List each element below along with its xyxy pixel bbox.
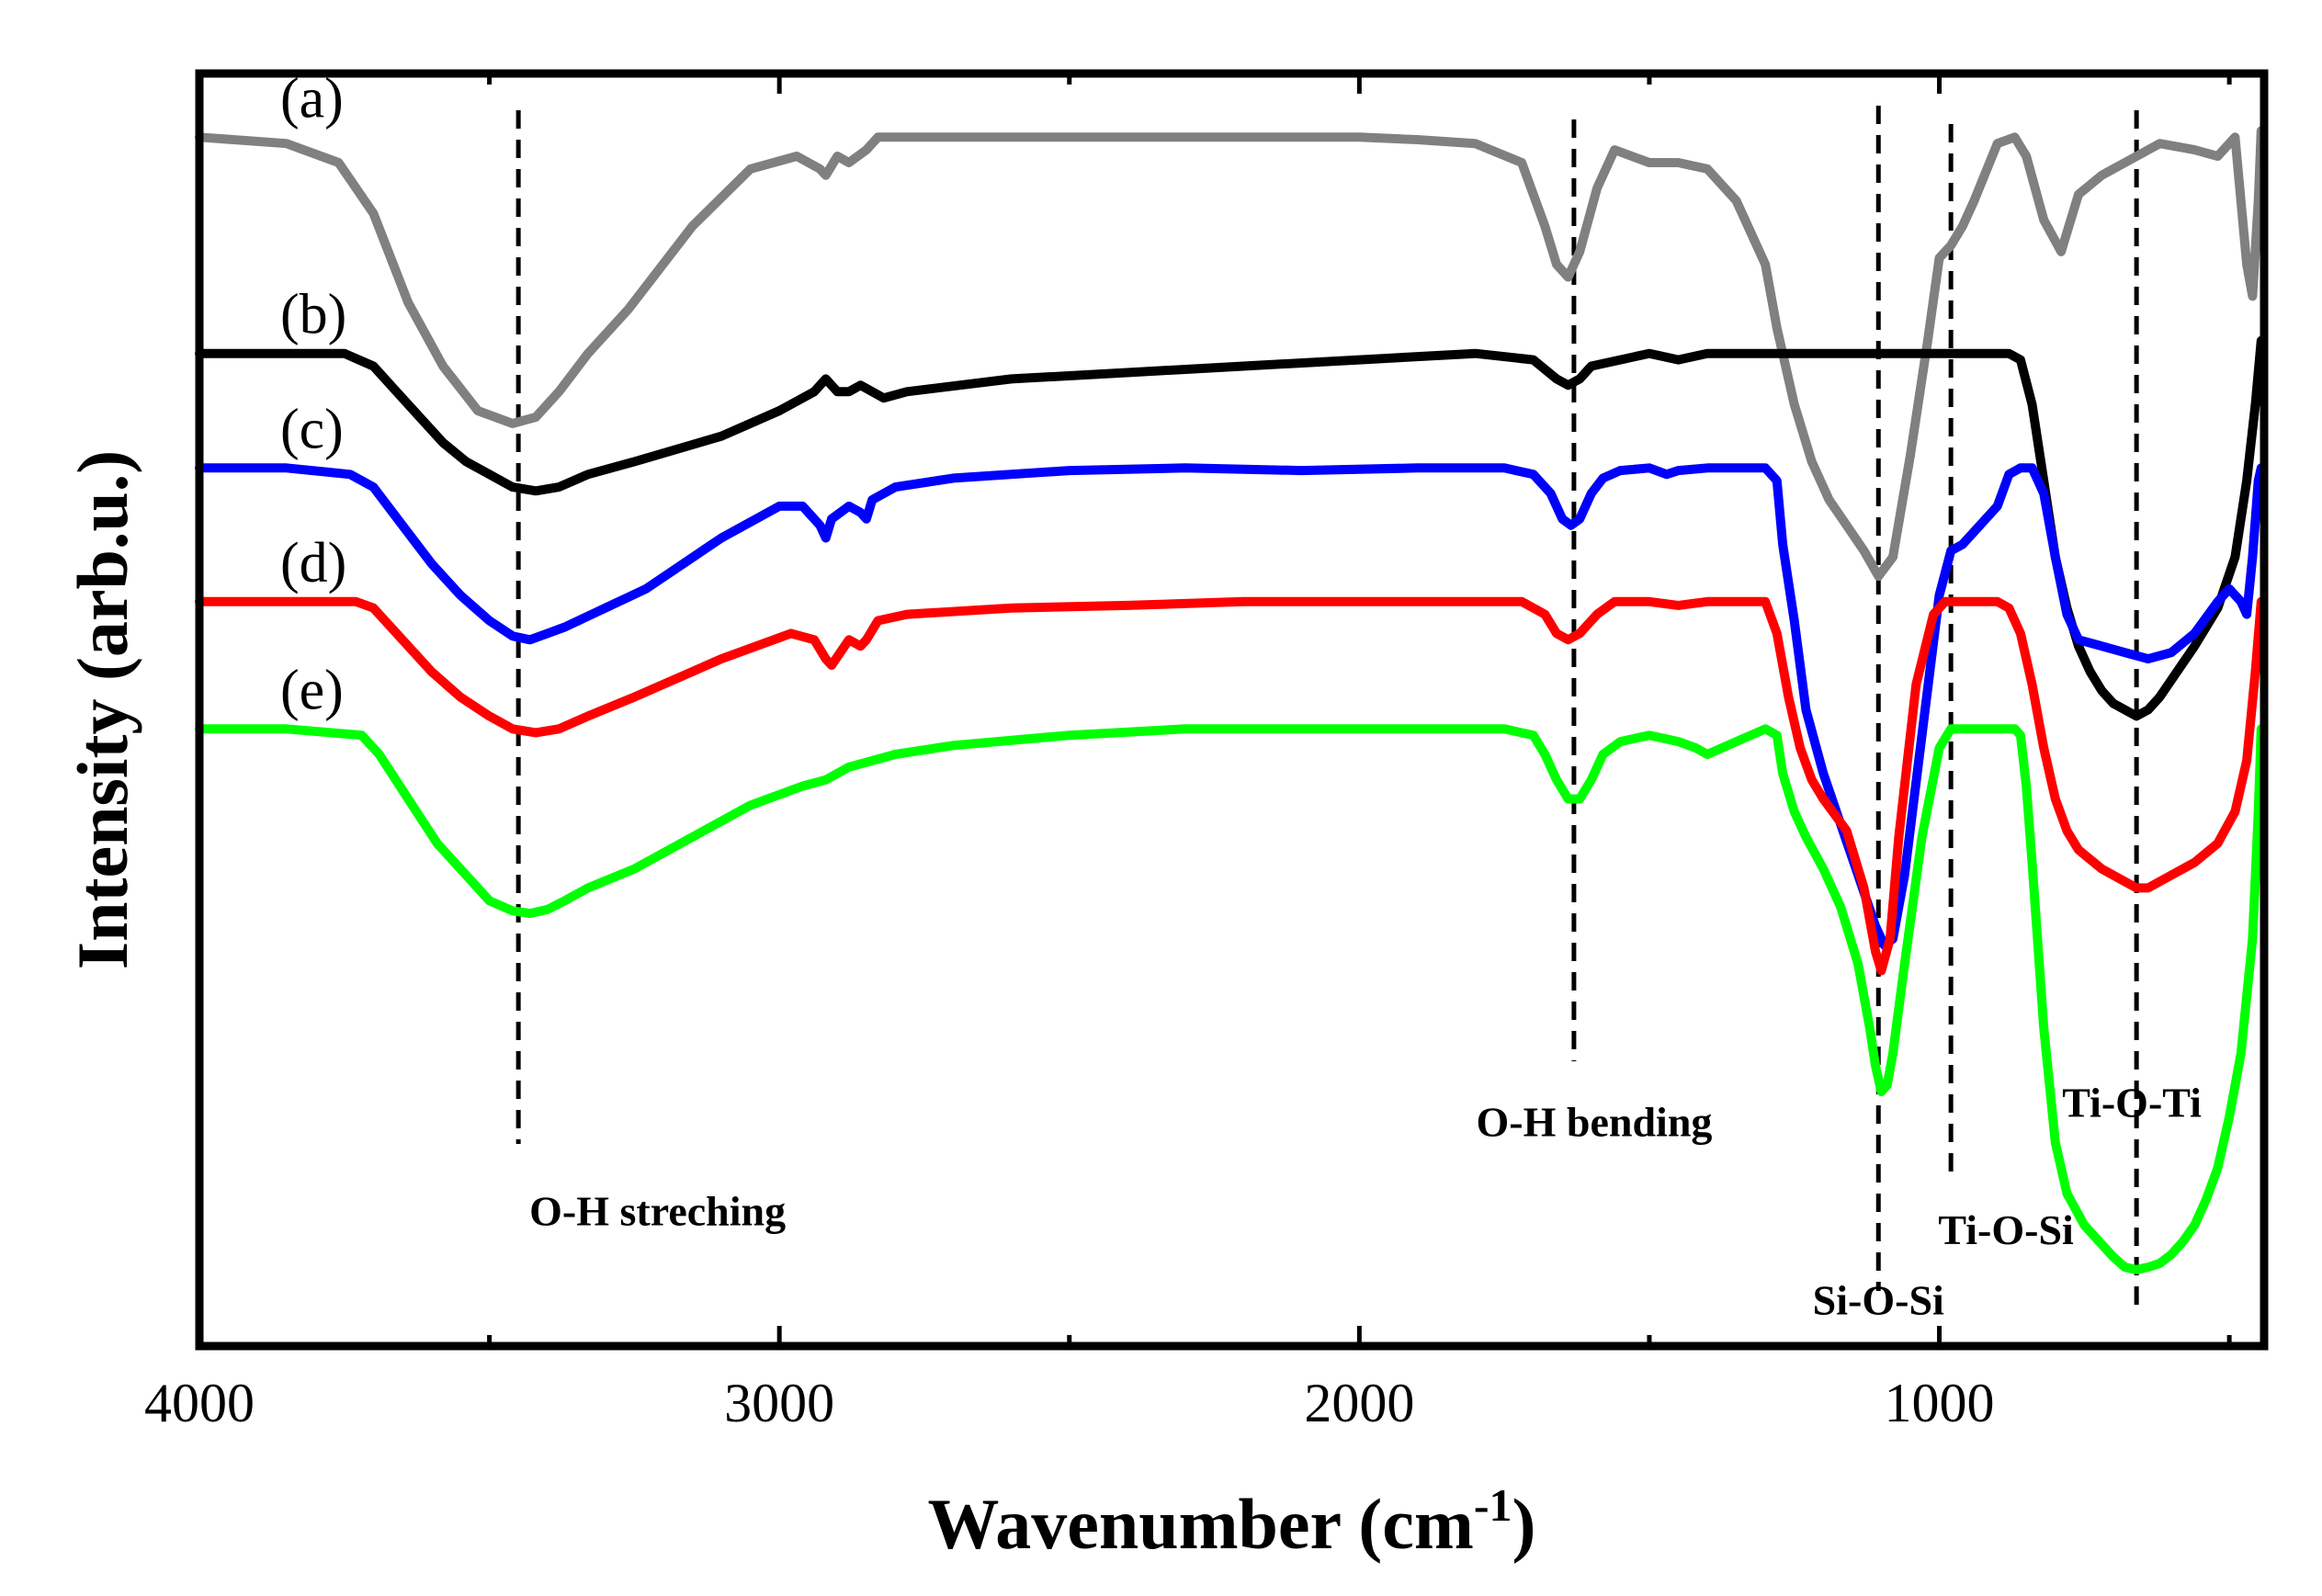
x-tick-label-3000: 3000 [724, 1373, 834, 1433]
series-label-c: (c) [280, 398, 344, 460]
x-axis-title: Wavenumber (cm-1) [928, 1479, 1536, 1564]
series-label-d: (d) [280, 532, 346, 594]
annotation-label-1: O-H bending [1477, 1098, 1713, 1145]
series-label-b: (b) [280, 284, 346, 346]
series-line-a [195, 126, 2266, 582]
spectra [195, 126, 2266, 1274]
peak-markers [515, 106, 2139, 1314]
series-label-e: (e) [280, 659, 344, 721]
plot-frame [195, 69, 2269, 1351]
annotation-label-4: Ti-O-Ti [2062, 1080, 2202, 1126]
x-tick-label-1000: 1000 [1885, 1373, 1995, 1433]
y-axis-title: Intensity (arb.u.) [62, 450, 142, 970]
series-line-b [195, 335, 2266, 721]
series-label-a: (a) [280, 67, 344, 130]
series-line-c [195, 463, 2266, 950]
series-line-e [195, 724, 2266, 1274]
annotation-label-3: Ti-O-Si [1938, 1206, 2074, 1253]
x-tick-label-2000: 2000 [1304, 1373, 1414, 1433]
x-tick-label-4000: 4000 [144, 1373, 255, 1433]
annotation-label-0: O-H streching [529, 1187, 786, 1234]
labels: (a) (b) (c) (d) (e) O-H streching O-H bending S… [280, 67, 2202, 1323]
series-line-d [195, 596, 2266, 976]
annotation-label-2: Si-O-Si [1813, 1276, 1944, 1323]
axes: 4000 3000 2000 1000 Wavenumber (cm-1) Intensi… [62, 74, 2232, 1564]
